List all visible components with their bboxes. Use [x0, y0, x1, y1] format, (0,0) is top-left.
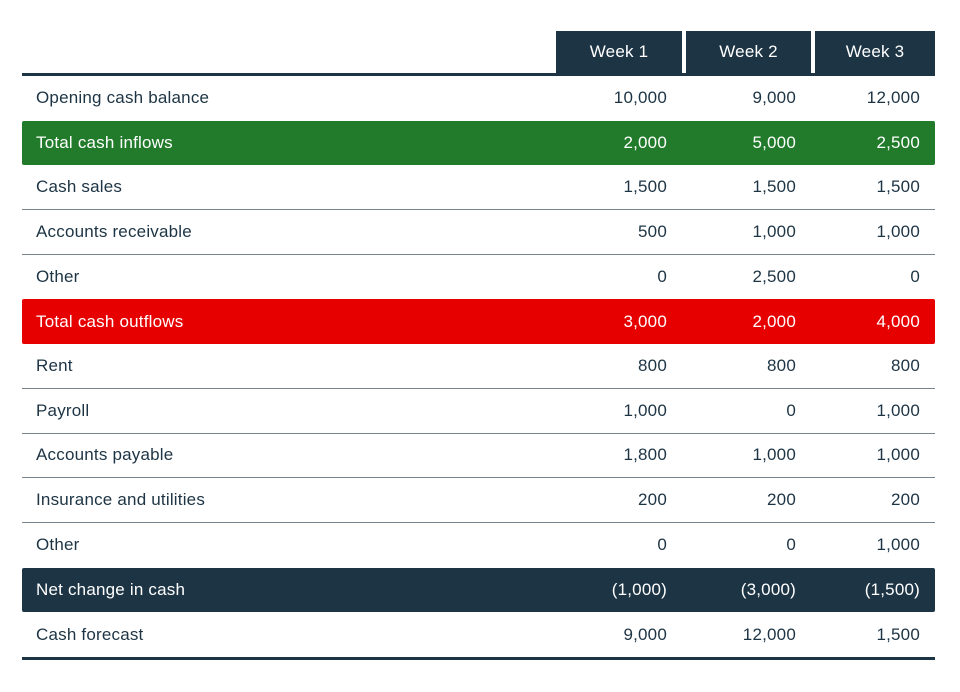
column-header-week-2: Week 2: [682, 31, 811, 73]
row-label: Opening cash balance: [36, 88, 210, 108]
table-body: Opening cash balance 10,000 9,000 12,000 Tot…: [22, 76, 935, 660]
table-row: Cash forecast 9,000 12,000 1,500: [22, 612, 935, 657]
row-value-week-3: 1,500: [876, 177, 920, 197]
row-value-week-3: 200: [891, 490, 920, 510]
header-label-spacer: [22, 31, 556, 73]
row-value-week-3: 4,000: [876, 311, 920, 331]
row-value-week-2: 1,000: [752, 221, 796, 241]
row-value-week-1: 500: [638, 221, 667, 241]
row-label: Accounts receivable: [36, 221, 192, 241]
row-label: Cash forecast: [36, 624, 144, 644]
cash-flow-forecast-table: Week 1 Week 2 Week 3 Opening cash balanc…: [22, 31, 935, 660]
row-value-week-3: 12,000: [866, 88, 920, 108]
row-value-week-1: 9,000: [623, 624, 667, 644]
row-value-week-2: 1,000: [752, 445, 796, 465]
row-label: Rent: [36, 355, 73, 375]
row-value-week-2: 2,000: [752, 311, 796, 331]
row-value-week-3: 800: [891, 355, 920, 375]
row-label: Other: [36, 267, 80, 287]
table-row: Accounts payable 1,800 1,000 1,000: [22, 433, 935, 479]
row-value-week-1: 1,500: [623, 177, 667, 197]
row-value-week-3: 0: [910, 267, 920, 287]
row-value-week-1: 0: [657, 267, 667, 287]
column-header-week-3: Week 3: [811, 31, 935, 73]
row-value-week-1: 800: [638, 355, 667, 375]
table-row: Net change in cash (1,000) (3,000) (1,500): [22, 567, 935, 613]
table-row: Payroll 1,000 0 1,000: [22, 388, 935, 434]
row-label: Net change in cash: [36, 579, 186, 599]
row-value-week-3: 1,000: [876, 445, 920, 465]
row-value-week-3: 2,500: [876, 133, 920, 153]
table-row: Total cash outflows 3,000 2,000 4,000: [22, 299, 935, 345]
table-row: Accounts receivable 500 1,000 1,000: [22, 210, 935, 255]
row-value-week-3: 1,000: [876, 535, 920, 555]
table-header-row: Week 1 Week 2 Week 3: [22, 31, 935, 76]
row-value-week-2: 1,500: [752, 177, 796, 197]
table-row: Opening cash balance 10,000 9,000 12,000: [22, 76, 935, 121]
row-value-week-2: 2,500: [752, 267, 796, 287]
row-value-week-1: 1,800: [623, 445, 667, 465]
row-value-week-3: (1,500): [864, 579, 920, 599]
row-value-week-1: 10,000: [613, 88, 667, 108]
row-value-week-2: 5,000: [752, 133, 796, 153]
table-row: Cash sales 1,500 1,500 1,500: [22, 165, 935, 211]
row-value-week-2: 0: [786, 535, 796, 555]
row-value-week-3: 1,500: [876, 624, 920, 644]
row-value-week-1: (1,000): [611, 579, 667, 599]
row-value-week-1: 3,000: [623, 311, 667, 331]
row-value-week-1: 200: [638, 490, 667, 510]
row-value-week-1: 1,000: [623, 400, 667, 420]
row-label: Cash sales: [36, 177, 123, 197]
row-value-week-3: 1,000: [876, 400, 920, 420]
row-label: Payroll: [36, 400, 90, 420]
row-value-week-1: 2,000: [623, 133, 667, 153]
row-value-week-2: 12,000: [742, 624, 796, 644]
row-label: Other: [36, 535, 80, 555]
row-value-week-2: 9,000: [752, 88, 796, 108]
row-label: Total cash inflows: [36, 133, 173, 153]
row-value-week-2: (3,000): [740, 579, 796, 599]
row-label: Accounts payable: [36, 445, 174, 465]
table-row: Rent 800 800 800: [22, 344, 935, 389]
row-value-week-3: 1,000: [876, 221, 920, 241]
row-value-week-2: 0: [786, 400, 796, 420]
row-label: Insurance and utilities: [36, 490, 206, 510]
table-row: Other 0 0 1,000: [22, 522, 935, 568]
table-row: Other 0 2,500 0: [22, 254, 935, 300]
row-label: Total cash outflows: [36, 311, 184, 331]
table-row: Total cash inflows 2,000 5,000 2,500: [22, 120, 935, 166]
column-header-week-1: Week 1: [556, 31, 682, 73]
row-value-week-2: 200: [767, 490, 796, 510]
row-value-week-1: 0: [657, 535, 667, 555]
row-value-week-2: 800: [767, 355, 796, 375]
table-row: Insurance and utilities 200 200 200: [22, 478, 935, 523]
